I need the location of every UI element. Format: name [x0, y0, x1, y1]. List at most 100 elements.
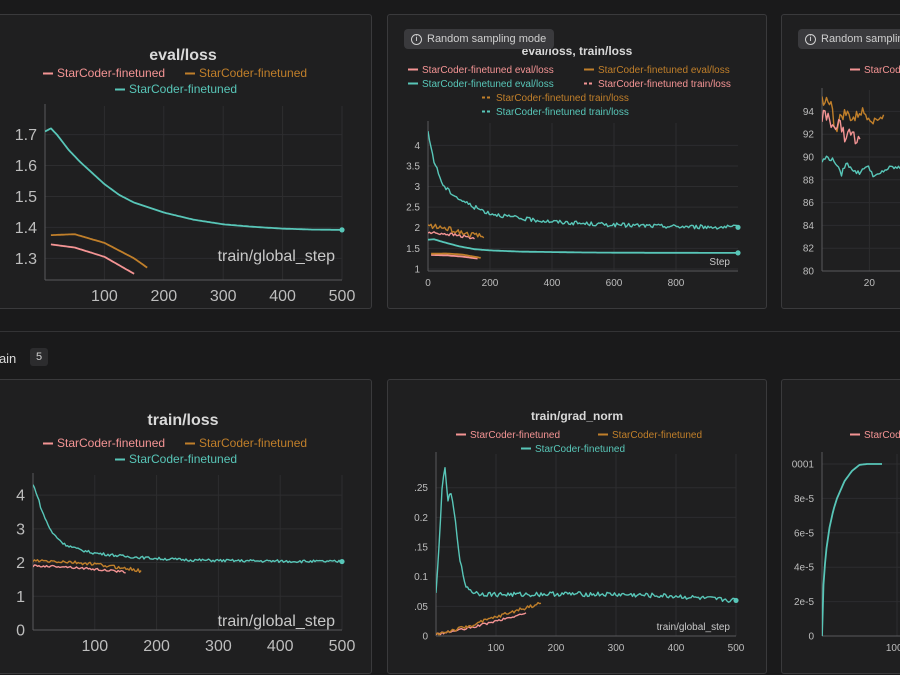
chart-eval-loss: eval/loss 1.3 1.4 1.5 1.6 1.7 100 200 300 400 500 t…: [15, 47, 356, 305]
x-axis-label: train/global_step: [657, 622, 731, 633]
series-line[interactable]: [822, 96, 885, 133]
chart-panel-accuracy[interactable]: 80 82 84 86 88 90 92 94 20 StarCoder-finetuned i …: [781, 14, 900, 309]
x-tick-label: 300: [205, 638, 232, 655]
legend-entry[interactable]: StarCoder-finetuned: [115, 82, 237, 96]
chart-panel-train-loss[interactable]: train/loss 0 1 2 3 4 100 200 300 400 500 train/glob…: [0, 379, 372, 674]
legend-entry[interactable]: StarCoder-finetuned eval/loss: [584, 65, 730, 76]
y-tick-label: 82: [803, 244, 815, 255]
series-line[interactable]: [431, 254, 478, 260]
series-end-point[interactable]: [339, 558, 345, 565]
series-line[interactable]: [45, 127, 342, 231]
series-line[interactable]: [428, 238, 738, 254]
y-tick-label: 8e-5: [794, 494, 814, 505]
series-line[interactable]: [431, 252, 481, 259]
random-sampling-badge[interactable]: i Random sampling mode: [404, 29, 555, 49]
y-tick-label: 3: [16, 521, 25, 538]
legend-entry[interactable]: StarCoder-finetuned: [185, 66, 307, 80]
chart-grad-norm: train/grad_norm 0 .05 0.1 .15 0.2 .25 100 200 300…: [414, 409, 745, 654]
section-title[interactable]: train: [0, 351, 17, 366]
y-tick-label: 94: [803, 107, 815, 118]
legend-entry[interactable]: StarCoder-finetuned train/loss: [584, 79, 731, 90]
legend-label: StarCoder-finetuned: [535, 444, 625, 455]
y-tick-label: 0: [808, 632, 814, 643]
series-line[interactable]: [428, 223, 485, 239]
legend-entry[interactable]: StarCoder-finetuned train/loss: [482, 107, 629, 118]
series-line[interactable]: [428, 231, 475, 240]
y-tick-label: 1.5: [15, 189, 37, 206]
chart-panel-learning-rate[interactable]: 0 2e-5 4e-5 6e-5 8e-5 0001 1000 StarCoder-finet…: [781, 379, 900, 674]
y-tick-label: 1: [414, 264, 420, 275]
y-tick-label: 86: [803, 198, 815, 209]
y-tick-label: 2: [16, 555, 25, 572]
chart-learning-rate: 0 2e-5 4e-5 6e-5 8e-5 0001 1000 StarCoder-finet…: [792, 430, 900, 654]
chart-panel-eval-loss[interactable]: eval/loss 1.3 1.4 1.5 1.6 1.7 100 200 300 400 500 t…: [0, 14, 372, 309]
legend-entry[interactable]: StarCoder-finetuned: [43, 66, 165, 80]
chart-panel-grad-norm[interactable]: train/grad_norm 0 .05 0.1 .15 0.2 .25 100 200 300…: [387, 379, 767, 674]
chart-accuracy: 80 82 84 86 88 90 92 94 20 StarCoder-finetuned: [803, 65, 900, 289]
series-line[interactable]: [822, 109, 861, 145]
random-sampling-badge-2[interactable]: i Random sampling mode: [798, 29, 900, 49]
y-tick-label: 4: [414, 141, 420, 152]
series-line[interactable]: [33, 564, 126, 574]
legend-entry[interactable]: StarCoder-finetuned: [43, 436, 165, 450]
x-axis-label: Step: [709, 257, 730, 268]
legend-entry[interactable]: StarCoder-finetuned: [115, 452, 237, 466]
y-tick-label: 2e-5: [794, 597, 814, 608]
series-end-point[interactable]: [339, 227, 345, 233]
series-line[interactable]: [822, 463, 882, 636]
series-line[interactable]: [428, 130, 739, 230]
legend-entry[interactable]: StarCoder-finetuned train/loss: [482, 93, 629, 104]
series-line[interactable]: [50, 243, 135, 275]
series-line[interactable]: [33, 484, 343, 564]
legend-entry[interactable]: StarCoder-finetuned eval/loss: [408, 79, 554, 90]
legend-entry[interactable]: StarCoder-finetuned: [185, 436, 307, 450]
legend-entry[interactable]: StarCoder-finetuned: [521, 444, 625, 455]
x-tick-label: 300: [608, 643, 625, 654]
x-tick-label: 200: [150, 288, 177, 305]
x-tick-label: 1000: [886, 643, 900, 654]
y-tick-label: 1.6: [15, 158, 37, 175]
y-tick-label: 90: [803, 153, 815, 164]
series-end-point[interactable]: [733, 597, 739, 604]
legend-label: StarCoder-finetuned: [57, 436, 165, 450]
chart-panel-eval-train-loss[interactable]: eval/loss, train/loss 1 1.5 2 2.5 3 3.5 4 0 200 40…: [387, 14, 767, 309]
series-line[interactable]: [33, 559, 142, 573]
series-end-point[interactable]: [735, 250, 741, 256]
y-tick-label: 4: [16, 488, 25, 505]
legend-entry[interactable]: StarCoder-finetuned: [850, 430, 900, 441]
legend-entry[interactable]: StarCoder-finetuned: [598, 430, 702, 441]
x-tick-label: 400: [269, 288, 296, 305]
series-line[interactable]: [436, 467, 737, 603]
y-tick-label: .05: [414, 602, 428, 613]
series-line[interactable]: [822, 155, 900, 178]
x-tick-label: 600: [606, 278, 623, 289]
y-tick-label: 0: [16, 623, 25, 640]
series-end-point[interactable]: [735, 224, 741, 230]
y-tick-label: 0.1: [414, 572, 428, 583]
y-tick-label: 6e-5: [794, 528, 814, 539]
series-line[interactable]: [436, 601, 542, 636]
x-tick-label: 100: [81, 638, 108, 655]
y-tick-label: 0001: [792, 460, 815, 471]
legend-entry[interactable]: StarCoder-finetuned: [456, 430, 560, 441]
y-tick-label: 1.5: [406, 244, 420, 255]
legend-label: StarCoder-finetuned: [129, 82, 237, 96]
x-tick-label: 400: [267, 638, 294, 655]
legend-label: StarCoder-finetuned eval/loss: [422, 65, 554, 76]
y-tick-label: 1.3: [15, 251, 37, 268]
y-tick-label: 1: [16, 589, 25, 606]
x-tick-label: 300: [210, 288, 237, 305]
x-tick-label: 200: [548, 643, 565, 654]
chart-title: train/loss: [147, 412, 218, 429]
x-tick-label: 400: [668, 643, 685, 654]
y-tick-label: 2: [414, 223, 420, 234]
chart-train-loss: train/loss 0 1 2 3 4 100 200 300 400 500 train/glob…: [16, 412, 355, 655]
legend-label: StarCoder-finetuned train/loss: [496, 107, 629, 118]
series-line[interactable]: [50, 233, 148, 269]
legend-label: StarCoder-finetuned: [864, 65, 900, 76]
legend-entry[interactable]: StarCoder-finetuned eval/loss: [408, 65, 554, 76]
series-line[interactable]: [436, 612, 527, 636]
x-tick-label: 400: [544, 278, 561, 289]
legend-entry[interactable]: StarCoder-finetuned: [850, 65, 900, 76]
